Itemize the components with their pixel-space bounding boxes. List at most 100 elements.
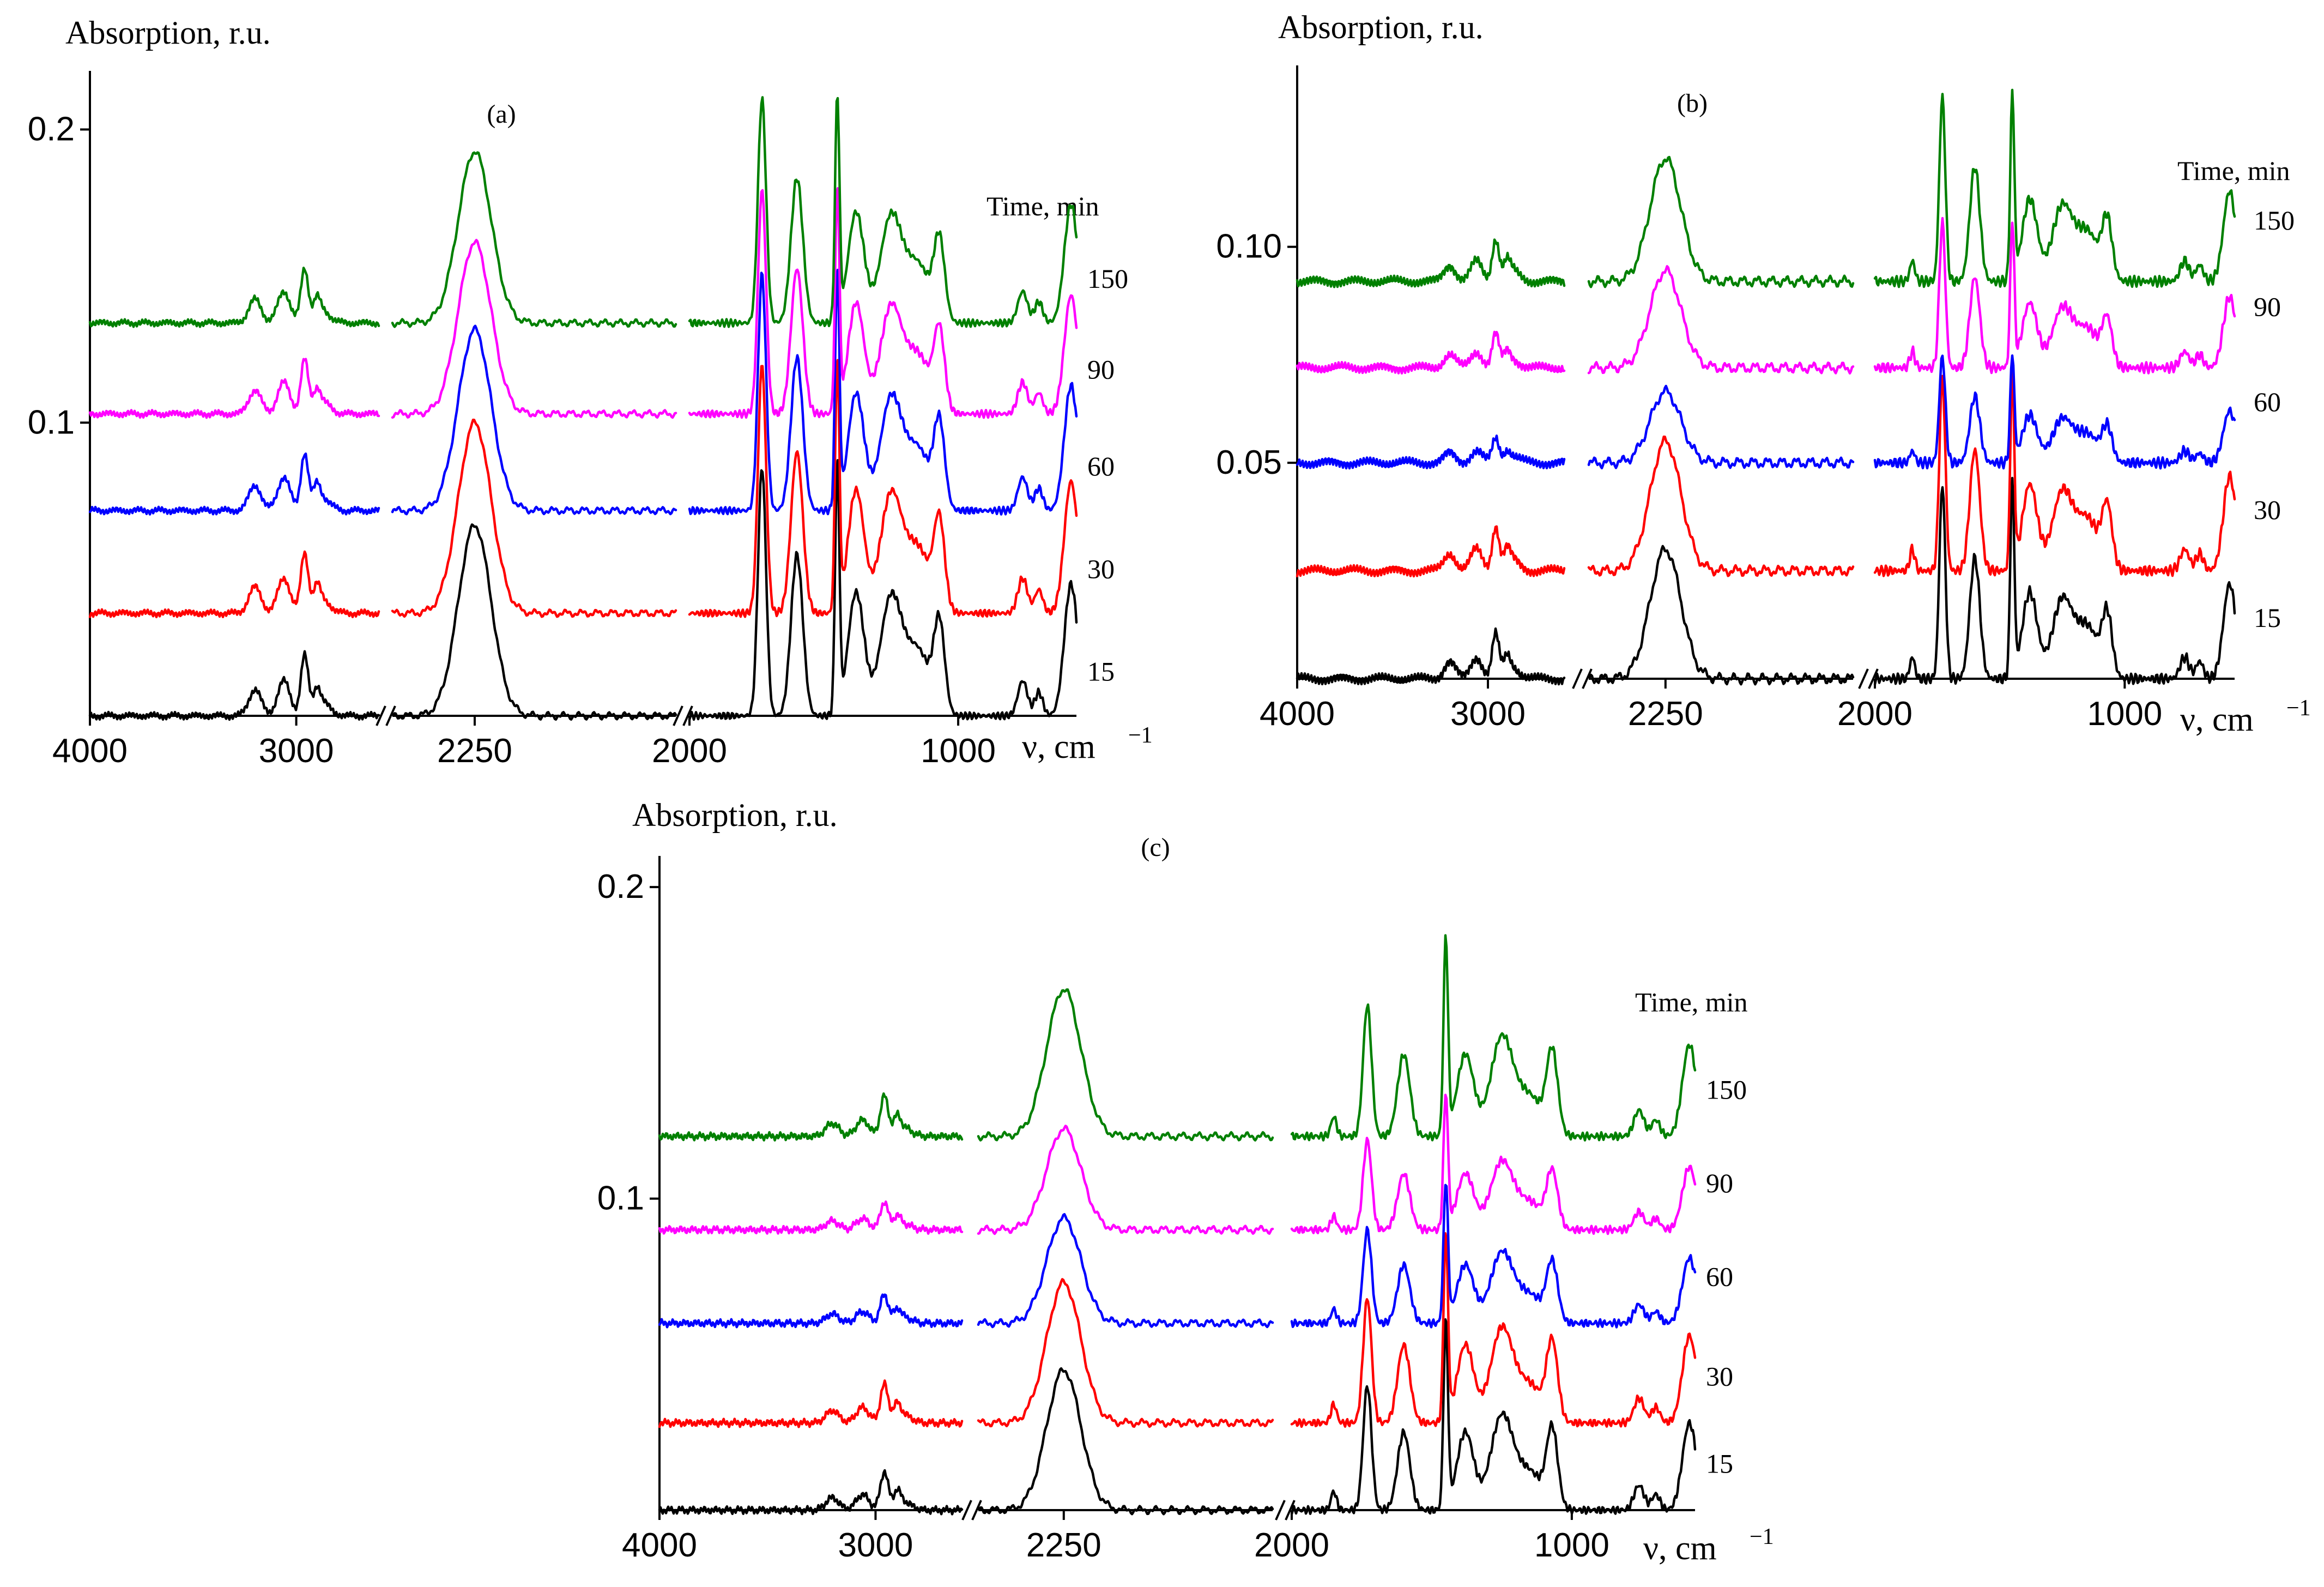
series-trace-60 [1873, 354, 2236, 470]
series-label-90: 90 [1087, 354, 1115, 385]
x-tick-label: 3000 [259, 732, 334, 770]
series-trace-90 [1296, 330, 1566, 375]
series-label-30: 30 [1706, 1361, 1733, 1391]
y-tick-label: 0.1 [28, 403, 75, 441]
legend-title: Time, min [1635, 987, 1748, 1017]
x-axis-label: ν, cm [1643, 1530, 1717, 1567]
y-tick-label: 0.10 [1216, 228, 1282, 265]
axis-break-mark [1582, 668, 1593, 689]
x-tick-label: 4000 [622, 1526, 697, 1564]
series-trace-15 [391, 523, 677, 721]
series-trace-30 [688, 359, 1078, 618]
axis-break-mark [376, 705, 386, 726]
x-axis-label: ν, cm [1022, 728, 1096, 765]
series-trace-150 [391, 151, 677, 328]
y-tick-label: 0.2 [597, 868, 644, 906]
series-trace-15 [1873, 476, 2236, 686]
series-trace-60 [977, 1212, 1274, 1329]
axis-break-mark [971, 1500, 982, 1520]
x-axis-label-superscript: −1 [1750, 1524, 1774, 1549]
series-trace-15 [88, 650, 380, 721]
series-trace-60 [688, 268, 1078, 516]
series-label-60: 60 [2254, 387, 2281, 417]
series-label-30: 30 [1087, 553, 1115, 584]
series-trace-30 [658, 1379, 964, 1428]
x-axis-label: ν, cm [2180, 701, 2254, 738]
series-trace-30 [1587, 435, 1855, 577]
series-trace-150 [658, 1092, 964, 1142]
series-trace-150 [1296, 238, 1566, 288]
series-trace-90 [977, 1124, 1274, 1235]
series-label-30: 30 [2254, 494, 2281, 525]
x-tick-label: 2250 [1628, 695, 1703, 733]
x-tick-label: 1000 [1534, 1526, 1609, 1564]
x-tick-label: 2000 [652, 732, 727, 770]
series-trace-15 [688, 458, 1078, 721]
axis-break-mark [673, 705, 683, 726]
series-trace-30 [391, 418, 677, 618]
x-axis-label-superscript: −1 [1128, 723, 1153, 748]
x-tick-label: 3000 [1450, 695, 1526, 733]
series-label-15: 15 [1087, 656, 1115, 686]
series-trace-30 [1873, 368, 2236, 577]
axis-break-mark [1572, 668, 1583, 689]
y-axis-label: Absorption, r.u. [632, 797, 838, 833]
series-trace-30 [1296, 525, 1566, 578]
y-tick-label: 0.2 [28, 111, 75, 148]
x-tick-label: 4000 [1260, 695, 1335, 733]
x-tick-label: 1000 [921, 732, 996, 770]
axis-break-mark [1275, 1500, 1286, 1520]
x-tick-label: 4000 [52, 732, 128, 770]
series-trace-90 [1587, 265, 1855, 375]
x-tick-label: 1000 [2087, 695, 2162, 733]
axis-break-mark [1868, 668, 1879, 689]
chart-panel-a: 0.1 0.2 Absorption, r.u. (a) 4000 3000 2250 200… [28, 15, 1153, 770]
series-trace-15 [1296, 627, 1566, 686]
series-trace-60 [1296, 435, 1566, 470]
series-trace-30 [88, 550, 380, 619]
legend-title: Time, min [2177, 155, 2290, 186]
series-trace-90 [391, 239, 677, 419]
chart-panel-c: 0.1 0.2 Absorption, r.u. (c) 4000 3000 2250 200… [597, 797, 1774, 1567]
legend-title: Time, min [987, 191, 1099, 221]
series-label-90: 90 [1706, 1168, 1733, 1198]
series-label-15: 15 [2254, 602, 2281, 633]
y-tick-label: 0.05 [1216, 444, 1282, 481]
panel-label: (c) [1141, 833, 1170, 862]
series-trace-150 [1873, 88, 2236, 288]
series-trace-30 [977, 1278, 1274, 1428]
axis-break-mark [682, 705, 693, 726]
series-label-60: 60 [1706, 1262, 1733, 1292]
series-label-150: 150 [2254, 205, 2295, 236]
series-label-150: 150 [1087, 263, 1128, 294]
y-tick-label: 0.1 [597, 1180, 644, 1217]
chart-panel-b: 0.05 0.10 Absorption, r.u. (b) 4000 3000 2250 2… [1216, 9, 2310, 738]
series-trace-30 [1290, 1232, 1697, 1428]
series-trace-60 [391, 324, 677, 516]
axis-break-mark [1858, 668, 1869, 689]
series-label-90: 90 [2254, 292, 2281, 322]
series-trace-60 [1587, 384, 1855, 469]
series-trace-150 [1290, 934, 1697, 1142]
series-trace-90 [1873, 216, 2236, 375]
series-trace-15 [977, 1367, 1274, 1516]
axis-break-mark [385, 705, 396, 726]
y-axis-label: Absorption, r.u. [1278, 9, 1484, 45]
x-tick-label: 2000 [1254, 1526, 1329, 1564]
series-trace-15 [1290, 1318, 1697, 1516]
series-trace-150 [1587, 155, 1855, 288]
panel-label: (b) [1677, 89, 1708, 118]
x-tick-label: 2250 [437, 732, 512, 770]
series-trace-90 [658, 1200, 964, 1235]
series-trace-150 [688, 96, 1078, 328]
series-label-60: 60 [1087, 451, 1115, 481]
y-axis-label: Absorption, r.u. [65, 15, 271, 51]
series-trace-150 [977, 988, 1274, 1142]
x-tick-label: 2250 [1026, 1526, 1102, 1564]
panel-label: (a) [487, 100, 516, 129]
series-trace-60 [88, 452, 380, 516]
x-tick-label: 3000 [838, 1526, 913, 1564]
axis-break-mark [961, 1500, 972, 1520]
series-trace-90 [88, 358, 380, 419]
